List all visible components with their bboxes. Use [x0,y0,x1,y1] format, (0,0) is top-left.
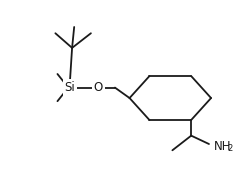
Text: Si: Si [65,81,75,94]
Text: 2: 2 [228,144,233,153]
Text: NH: NH [214,140,232,153]
Text: O: O [94,81,103,94]
